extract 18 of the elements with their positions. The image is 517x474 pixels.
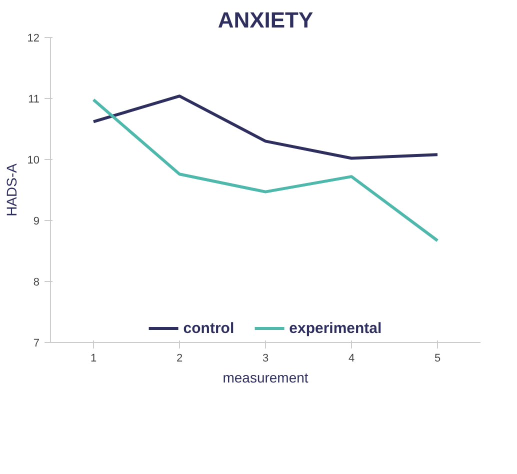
x-axis-title: measurement [222,370,308,386]
y-tick-label: 10 [27,154,40,166]
x-tick-label: 1 [90,352,97,364]
legend-label: experimental [289,320,382,336]
y-tick-label: 8 [33,276,40,288]
x-tick-label: 3 [262,352,269,364]
x-tick-label: 4 [348,352,355,364]
line-series [92,94,439,160]
y-tick-label: 7 [33,338,40,350]
chart-title: ANXIETY [218,8,314,32]
y-tick-label: 12 [27,32,40,44]
y-tick-label: 9 [33,216,40,228]
legend-label: control [183,320,234,336]
x-tick-label: 2 [176,352,183,364]
y-axis-title: HADS-A [3,162,20,216]
line-series [92,98,439,242]
x-tick-label: 5 [434,352,441,364]
y-tick-label: 11 [28,94,40,106]
